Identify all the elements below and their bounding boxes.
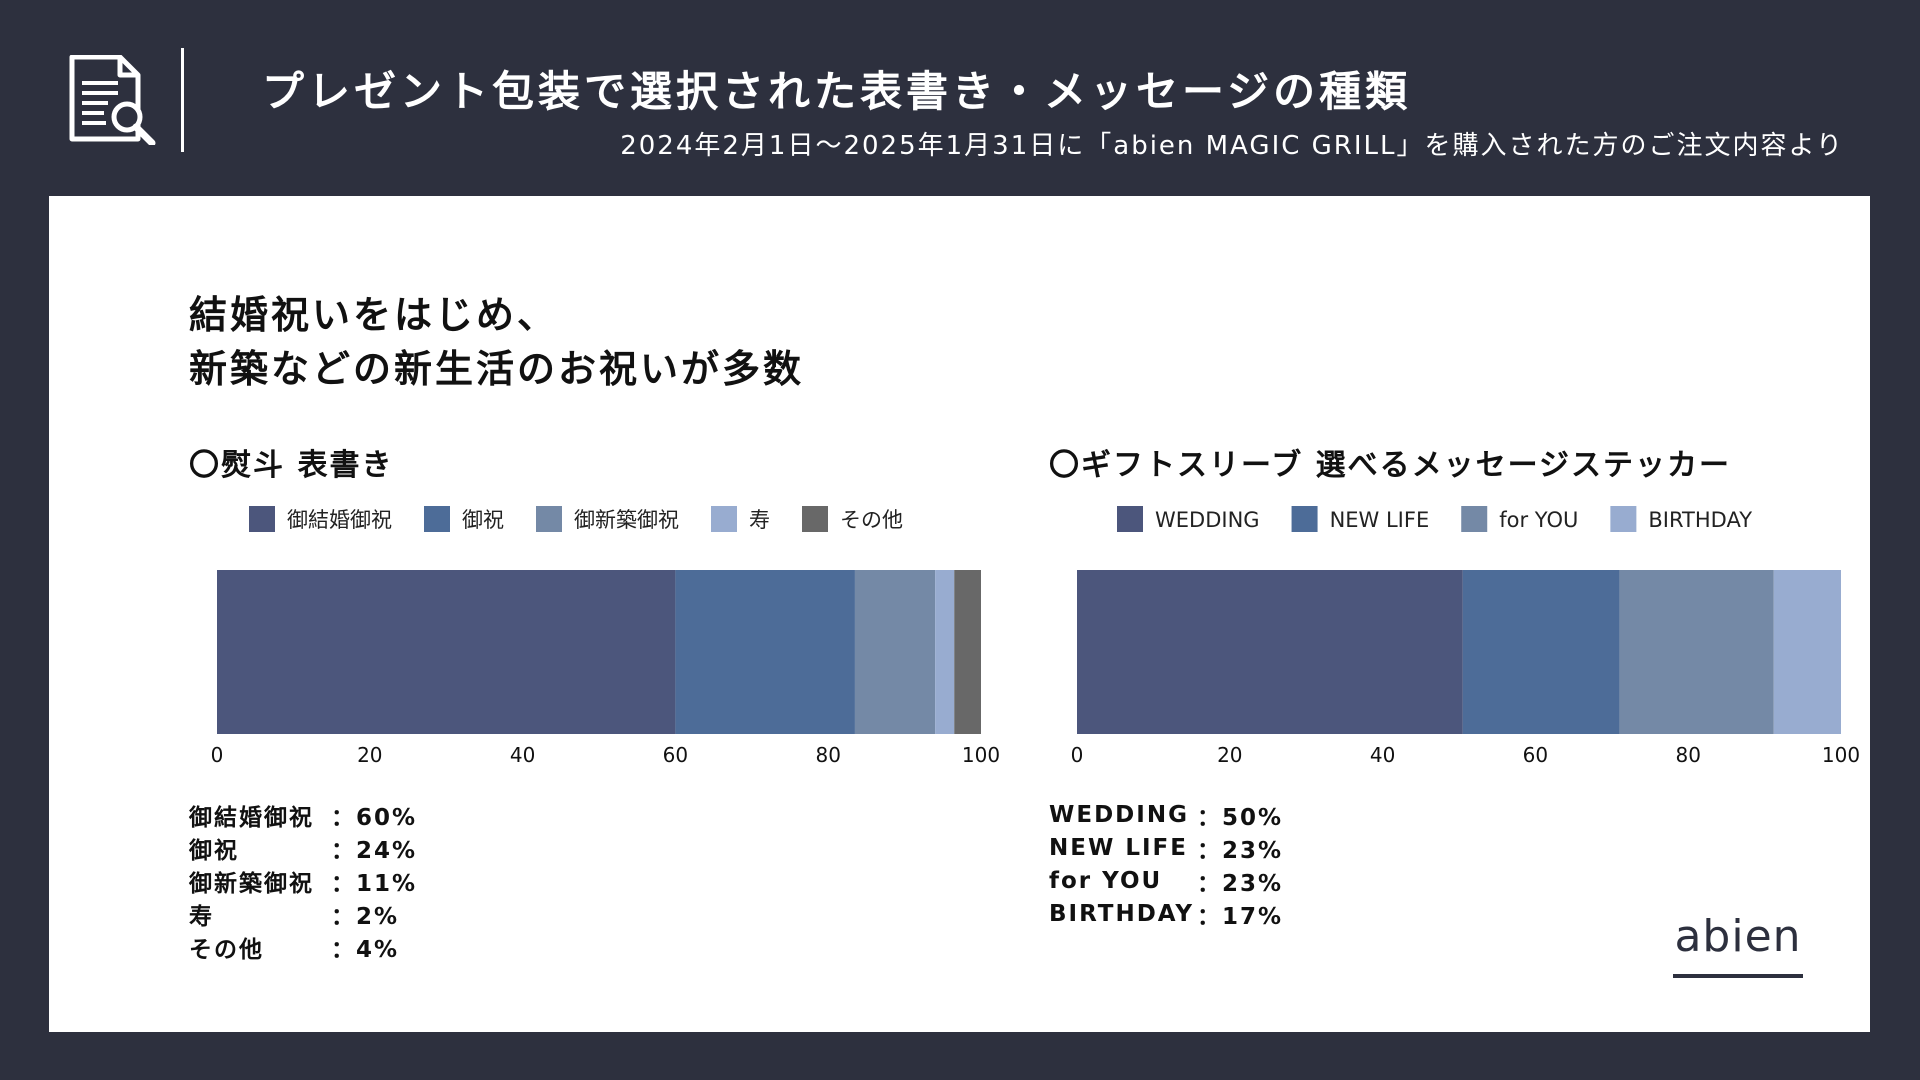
header-divider xyxy=(181,48,184,152)
page-subtitle: 2024年2月1日〜2025年1月31日に「abien MAGIC GRILL」… xyxy=(620,131,1844,161)
logo-text: abien xyxy=(1674,911,1802,962)
stat-label: その他 xyxy=(189,936,264,963)
document-search-icon xyxy=(69,55,156,145)
stat-value: ：24% xyxy=(331,837,418,864)
page-title: プレゼント包装で選択された表書き・メッセージの種類 xyxy=(262,67,1412,116)
stat-row-1: 御祝 ：24% xyxy=(189,831,417,864)
content-card: 結婚祝いをはじめ、 新築などの新生活のお祝いが多数 〇熨斗 表書き 〇ギフトスリ… xyxy=(49,196,1870,1032)
stat-row-0: WEDDING ：50% xyxy=(1049,798,1283,831)
stat-label: NEW LIFE xyxy=(1049,834,1188,861)
x-tick-label-0: 0 xyxy=(211,743,224,767)
noshi-section-title: 〇熨斗 表書き xyxy=(189,448,394,483)
stat-label: WEDDING xyxy=(1049,801,1189,828)
stat-label: 御結婚御祝 xyxy=(189,804,314,831)
stat-label: 御新築御祝 xyxy=(189,870,314,897)
stat-value: ：4% xyxy=(331,936,400,963)
stat-row-1: NEW LIFE ：23% xyxy=(1049,831,1283,864)
stat-value: ：2% xyxy=(331,903,400,930)
stat-value: ：60% xyxy=(331,804,418,831)
stat-row-3: BIRTHDAY ：17% xyxy=(1049,897,1283,930)
logo-underline xyxy=(1673,974,1803,978)
x-tick-label-1: 20 xyxy=(357,743,382,767)
stat-row-0: 御結婚御祝 ：60% xyxy=(189,798,417,831)
legend-swatch-1 xyxy=(424,506,450,532)
headline: 結婚祝いをはじめ、 新築などの新生活のお祝いが多数 xyxy=(189,288,804,396)
noshi-percentage-list: 御結婚御祝 ：60% 御祝 ：24% 御新築御祝 ：11% 寿 ：2% その他 ：4% xyxy=(189,798,417,963)
legend-label-2: 御新築御祝 xyxy=(574,508,679,532)
legend-label-1: 御祝 xyxy=(462,508,504,532)
stat-row-2: 御新築御祝 ：11% xyxy=(189,864,417,897)
legend-label-3: BIRTHDAY xyxy=(1648,508,1752,532)
legend-label-3: 寿 xyxy=(749,508,770,532)
stat-value: ：11% xyxy=(331,870,418,897)
stat-value: ：23% xyxy=(1197,837,1284,864)
x-tick-label-4: 80 xyxy=(1675,743,1700,767)
sleeve-stacked-bar-chart: WEDDING NEW LIFE for YOU BIRTHDAY 0 20 40 60 80 1… xyxy=(1071,506,1860,767)
x-tick-label-0: 0 xyxy=(1071,743,1084,767)
bar-segment-3 xyxy=(935,570,955,734)
bar-segment-1 xyxy=(675,570,855,734)
x-tick-label-2: 40 xyxy=(510,743,535,767)
legend-swatch-3 xyxy=(1610,506,1637,532)
bar-segment-4 xyxy=(954,570,981,734)
headline-line-1: 結婚祝いをはじめ、 xyxy=(189,293,559,337)
bar-segment-3 xyxy=(1773,570,1841,734)
x-tick-label-5: 100 xyxy=(962,743,1000,767)
x-tick-label-5: 100 xyxy=(1822,743,1860,767)
legend-swatch-0 xyxy=(249,506,275,532)
bar-segment-0 xyxy=(1077,570,1463,734)
noshi-stacked-bar-chart: 御結婚御祝 御祝 御新築御祝 寿 その他 0 20 40 60 80 100 xyxy=(211,506,1000,767)
bar-segment-0 xyxy=(217,570,676,734)
legend-swatch-4 xyxy=(802,506,828,532)
legend-label-1: NEW LIFE xyxy=(1330,508,1430,532)
stat-value: ：50% xyxy=(1197,804,1284,831)
legend-label-0: 御結婚御祝 xyxy=(287,508,392,532)
x-tick-label-4: 80 xyxy=(815,743,840,767)
x-tick-label-1: 20 xyxy=(1217,743,1242,767)
legend-label-4: その他 xyxy=(840,508,903,532)
stat-row-2: for YOU ：23% xyxy=(1049,864,1283,897)
sleeve-section-title: 〇ギフトスリーブ 選べるメッセージステッカー xyxy=(1049,448,1732,483)
legend-label-2: for YOU xyxy=(1499,508,1578,532)
x-tick-label-3: 60 xyxy=(1523,743,1548,767)
headline-line-2: 新築などの新生活のお祝いが多数 xyxy=(189,347,805,391)
stat-value: ：23% xyxy=(1197,870,1284,897)
legend-label-0: WEDDING xyxy=(1155,508,1260,532)
legend-swatch-3 xyxy=(711,506,737,532)
stat-label: 御祝 xyxy=(189,837,239,864)
abien-logo: abien xyxy=(1673,912,1803,978)
bar-segment-2 xyxy=(854,570,936,734)
bar-segment-2 xyxy=(1619,570,1774,734)
legend-swatch-1 xyxy=(1291,506,1318,532)
stat-label: for YOU xyxy=(1049,867,1163,894)
x-tick-label-2: 40 xyxy=(1370,743,1395,767)
stat-label: BIRTHDAY xyxy=(1049,900,1195,927)
stat-label: 寿 xyxy=(189,903,214,930)
x-tick-label-3: 60 xyxy=(663,743,688,767)
bar-segment-1 xyxy=(1462,570,1620,734)
stat-value: ：17% xyxy=(1197,903,1284,930)
legend-swatch-2 xyxy=(536,506,562,532)
legend-swatch-0 xyxy=(1117,506,1143,532)
legend-swatch-2 xyxy=(1461,506,1488,532)
stat-row-4: その他 ：4% xyxy=(189,930,417,963)
stat-row-3: 寿 ：2% xyxy=(189,897,417,930)
sleeve-percentage-list: WEDDING ：50% NEW LIFE ：23% for YOU ：23% BIRTHD… xyxy=(1049,798,1283,930)
